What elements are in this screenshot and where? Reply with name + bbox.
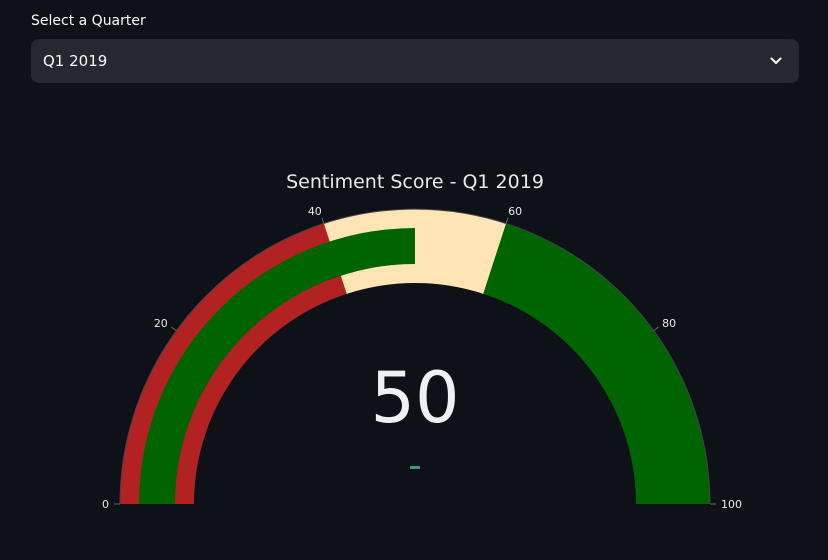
tick-mark-60 [505,217,509,224]
tick-label-20: 20 [154,317,168,330]
quarter-select-value: Q1 2019 [43,52,108,70]
chart-title: Sentiment Score - Q1 2019 [286,171,544,193]
gauge-band-2 [483,223,710,504]
gauge-value-bar [139,228,415,504]
tick-label-60: 60 [508,205,522,218]
gauge-bar [139,228,415,504]
tick-label-40: 40 [308,205,322,218]
tick-mark-40 [321,217,325,224]
tick-label-0: 0 [102,498,109,511]
quarter-select-label: Select a Quarter [31,13,146,29]
gauge-ticks: 0 20 40 60 80 100 [102,205,742,511]
tick-mark-20 [171,326,177,332]
tick-label-100: 100 [721,498,742,511]
tick-label-80: 80 [662,317,676,330]
chevron-down-icon[interactable] [769,54,783,68]
tick-mark-80 [653,326,659,332]
gauge-outline [119,208,711,505]
delta-indicator [410,466,420,469]
quarter-select[interactable]: Q1 2019 [31,39,799,83]
gauge-value: 50 [370,357,459,439]
